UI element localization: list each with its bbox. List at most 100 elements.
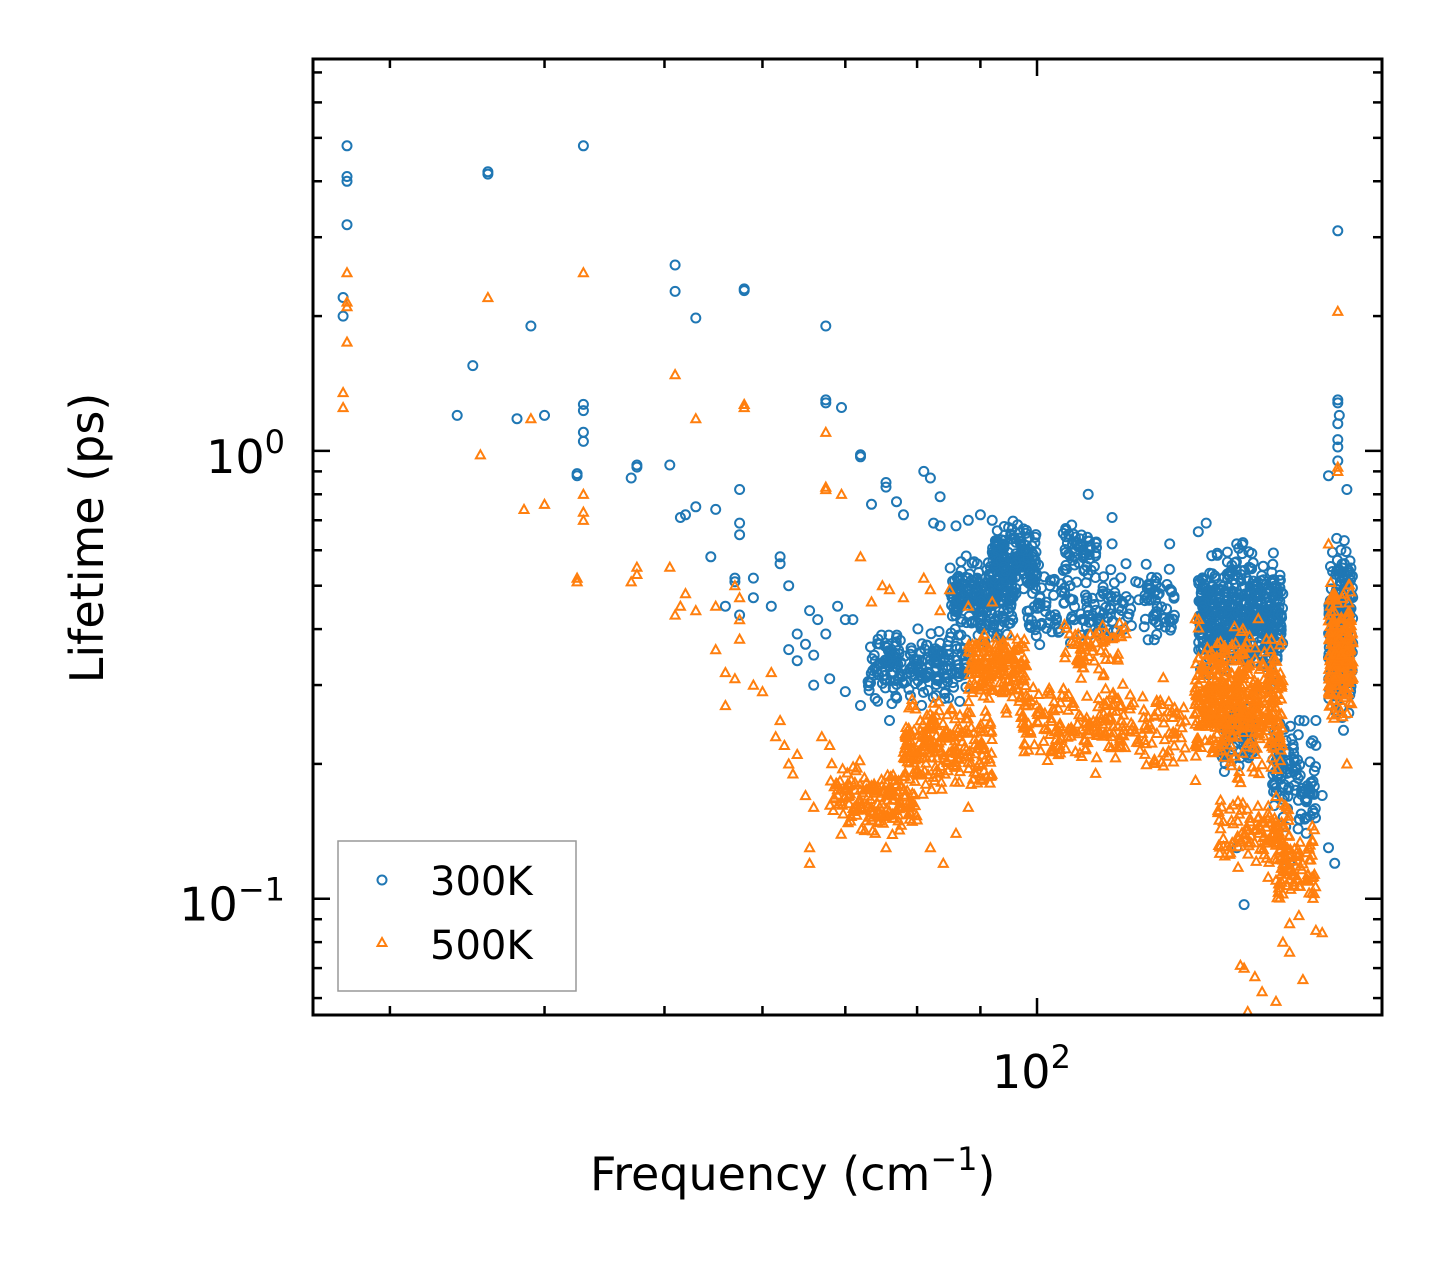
point-500K [921,721,934,733]
point-500K [897,591,910,603]
point-500K [907,751,920,763]
point-500K [1113,731,1127,743]
point-300K [1023,564,1035,576]
point-300K [937,648,948,659]
point-300K [1305,737,1317,749]
point-300K [1223,600,1235,612]
point-500K [1167,755,1180,767]
point-500K [1096,618,1109,630]
point-300K [971,558,983,570]
point-500K [1210,727,1224,739]
point-500K [1287,875,1301,887]
point-500K [1269,789,1283,801]
point-500K [903,725,917,737]
point-300K [982,618,994,630]
point-300K [690,312,702,324]
point-500K [923,733,936,745]
point-500K [1010,681,1023,694]
point-500K [1326,663,1339,675]
point-500K [1157,716,1170,728]
point-500K [1074,671,1088,683]
point-300K [511,413,523,425]
point-500K [1283,945,1296,957]
point-300K [680,509,691,521]
point-300K [1193,578,1205,590]
point-500K [886,811,899,823]
point-500K [1136,690,1149,702]
point-500K [663,560,676,572]
point-300K [890,632,902,644]
point-300K [956,597,968,608]
point-500K [823,798,837,810]
point-500K [1344,621,1357,633]
point-500K [877,816,890,828]
point-300K [1064,550,1076,562]
point-300K [631,459,643,471]
point-500K [1207,652,1221,664]
point-500K [1072,727,1085,739]
point-500K [1293,835,1307,847]
point-500K [1264,642,1277,654]
point-300K [1073,557,1085,569]
point-500K [831,788,844,800]
point-500K [913,736,926,748]
point-500K [709,643,722,655]
point-500K [1249,716,1262,728]
point-300K [1034,639,1046,651]
point-500K [864,792,877,804]
point-300K [1304,756,1316,768]
point-500K [858,823,871,836]
point-300K [954,695,966,707]
point-500K [1111,651,1124,663]
point-500K [1105,741,1118,753]
point-300K [879,682,891,694]
point-300K [1267,547,1279,559]
point-500K [1229,722,1242,734]
point-500K [1335,612,1349,624]
point-500K [1269,701,1283,713]
point-300K [1200,517,1212,529]
point-500K [1277,872,1291,884]
point-500K [948,712,962,724]
point-500K [1024,724,1037,737]
point-500K [1052,702,1065,714]
point-500K [1252,766,1266,779]
point-300K [1120,591,1132,603]
point-500K [962,800,975,812]
point-300K [950,640,962,652]
point-500K [1106,698,1119,710]
point-500K [1316,926,1329,938]
point-500K [1175,721,1188,733]
point-500K [1225,712,1238,724]
point-500K [1137,703,1150,715]
point-300K [847,614,859,626]
point-500K [1235,624,1248,636]
point-300K [1151,601,1163,612]
point-300K [1080,589,1091,601]
point-300K [1057,527,1069,539]
point-300K [747,592,759,604]
point-500K [989,637,1002,649]
point-500K [1151,705,1164,717]
point-300K [1222,618,1234,629]
point-500K [1089,766,1102,778]
point-500K [336,385,350,398]
point-500K [1241,847,1255,859]
point-500K [1231,814,1244,826]
point-500K [1165,704,1178,716]
point-500K [1240,823,1254,835]
point-500K [904,798,917,811]
point-500K [630,567,644,579]
point-500K [1217,701,1230,713]
point-500K [709,599,722,611]
point-500K [1268,822,1281,834]
point-300K [1063,528,1075,540]
point-500K [1163,726,1176,738]
point-500K [1192,621,1205,633]
y-tick-label-base: 10 [179,878,238,932]
point-500K [908,744,921,756]
point-500K [925,717,939,729]
point-300K [1040,600,1052,612]
point-500K [1076,648,1090,660]
point-300K [812,614,824,626]
